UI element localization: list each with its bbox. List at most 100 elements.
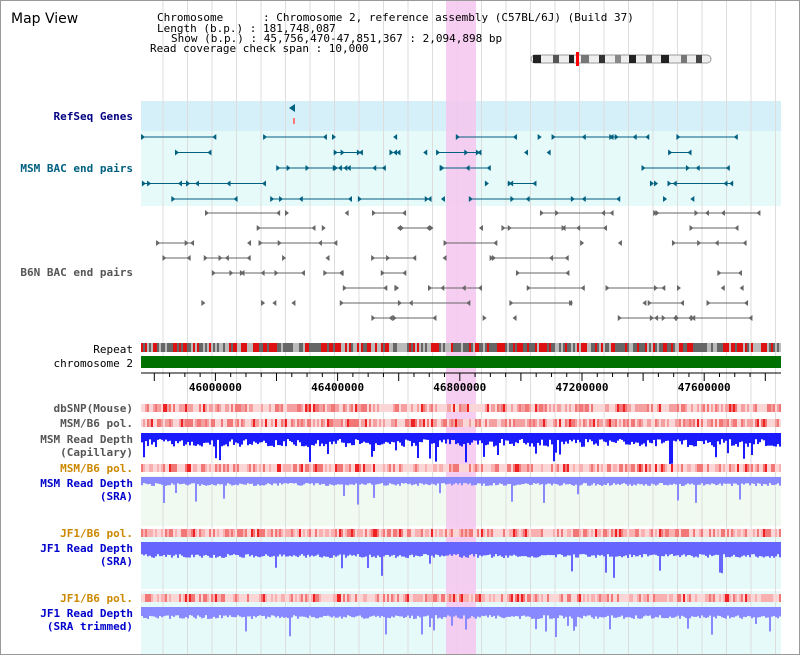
jf1-b6-pol-trim-label[interactable]: JF1/B6 pol. [60, 592, 133, 605]
b6n-bac-label[interactable]: B6N BAC end pairs [20, 266, 133, 279]
depth-bar [763, 542, 765, 558]
depth-bar [345, 607, 347, 618]
heat-cell [701, 419, 703, 427]
msm-b6-pol-label[interactable]: MSM/B6 pol. [60, 417, 133, 430]
heat-cell [403, 419, 405, 427]
repeat-segment [767, 343, 769, 352]
depth-bar [371, 433, 373, 457]
heat-cell [603, 464, 605, 472]
depth-bar [761, 477, 763, 486]
depth-bar [623, 542, 625, 557]
repeat-segment [719, 343, 721, 352]
axis-tick-label: 46400000 [311, 381, 364, 394]
depth-bar [747, 433, 749, 447]
heat-cell [701, 529, 703, 537]
depth-bar [173, 542, 175, 556]
depth-bar [447, 607, 449, 616]
depth-bar [351, 477, 353, 485]
depth-bar [601, 477, 603, 486]
msm-b6-pol-sra-label[interactable]: MSM/B6 pol. [60, 462, 133, 475]
repeat-segment [319, 343, 321, 352]
b6n-bac-features[interactable] [156, 210, 761, 321]
depth-bar [255, 433, 257, 443]
heat-cell [617, 419, 619, 427]
repeat-segment [649, 343, 651, 352]
depth-bar [513, 607, 515, 617]
heat-cell [245, 419, 247, 427]
heat-cell [583, 464, 585, 472]
depth-bar [765, 542, 767, 557]
heat-cell [325, 404, 327, 412]
depth-bar [309, 433, 311, 462]
heat-cell [265, 404, 267, 412]
depth-bar [247, 542, 249, 555]
jf1-b6-pol-label[interactable]: JF1/B6 pol. [60, 527, 133, 540]
depth-bar [305, 433, 307, 446]
depth-bar [641, 607, 643, 619]
heat-cell [167, 529, 169, 537]
heat-cell [283, 529, 285, 537]
depth-bar [667, 433, 669, 441]
heat-cell [271, 529, 273, 537]
msm-bac-features[interactable] [141, 134, 738, 202]
repeat-segment [331, 343, 333, 352]
jf1-sra-depth-label[interactable]: JF1 Read Depth [40, 542, 133, 555]
depth-bar [279, 477, 281, 484]
depth-bar [665, 477, 667, 485]
depth-bar [507, 607, 509, 617]
heat-cell [363, 464, 365, 472]
depth-bar [143, 607, 145, 618]
depth-bar [343, 477, 345, 497]
heat-cell [417, 594, 419, 602]
heat-cell [247, 404, 249, 412]
msm-bac-label[interactable]: MSM BAC end pairs [20, 162, 133, 175]
depth-bar [695, 477, 697, 503]
chromosome-ideogram[interactable] [530, 52, 712, 66]
repeat-segment [461, 343, 463, 352]
msm-sra-depth-label[interactable]: MSM Read Depth [40, 477, 133, 490]
bac-end-marker [427, 196, 432, 202]
depth-bar [275, 433, 277, 441]
refseq-gene[interactable] [289, 104, 295, 124]
heat-cell [579, 464, 581, 472]
heat-cell [155, 419, 157, 427]
depth-bar [299, 433, 301, 443]
heat-cell [291, 404, 293, 412]
heat-cell [735, 529, 737, 537]
repeat-segment [521, 343, 523, 352]
heat-cell [517, 464, 519, 472]
heat-cell [529, 529, 531, 537]
depth-bar [341, 542, 343, 569]
depth-bar [475, 433, 477, 441]
heat-cell [327, 594, 329, 602]
heat-cell [673, 529, 675, 537]
depth-bar [647, 433, 649, 441]
heat-cell [599, 404, 601, 412]
refseq-label[interactable]: RefSeq Genes [53, 110, 133, 123]
bac-end-marker [204, 210, 209, 216]
heat-cell [213, 594, 215, 602]
heat-cell [363, 529, 365, 537]
heat-cell [439, 464, 441, 472]
bac-end-marker [482, 315, 487, 321]
depth-bar [353, 542, 355, 556]
depth-bar [229, 433, 231, 442]
heat-cell [481, 404, 483, 412]
msm-capillary-depth-label[interactable]: MSM Read Depth [40, 433, 133, 446]
heat-cell [737, 529, 739, 537]
depth-bar [669, 607, 671, 617]
heat-cell [247, 464, 249, 472]
depth-bar [511, 542, 513, 556]
heat-cell [225, 594, 227, 602]
heat-cell [497, 529, 499, 537]
bac-end-marker [687, 149, 692, 156]
depth-bar [707, 433, 709, 443]
repeat-segment [695, 343, 697, 352]
jf1-trim-depth-label[interactable]: JF1 Read Depth [40, 607, 133, 620]
depth-bar [689, 607, 691, 619]
depth-bar [425, 542, 427, 555]
dbsnp-label[interactable]: dbSNP(Mouse) [53, 402, 133, 415]
depth-bar [643, 477, 645, 486]
depth-bar [483, 542, 485, 556]
